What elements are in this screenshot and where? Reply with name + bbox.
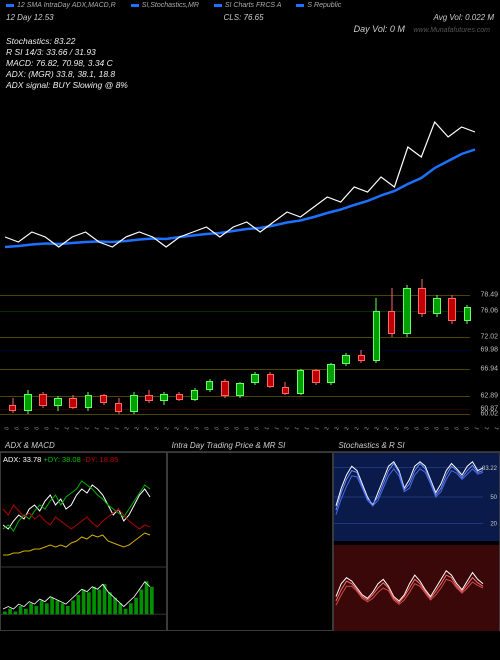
sp-intra-title: Intra Day Trading Price & MR SI <box>172 441 286 450</box>
legend-row: 12 SMA IntraDay ADX,MACD,R SI,Stochastic… <box>0 0 500 11</box>
ind-adx-signal: ADX signal: BUY Slowing @ 8% <box>6 80 494 91</box>
ind-macd: MACD: 76.82, 70.98, 3.34 C <box>6 58 494 69</box>
sub-left: 12 Day 12.53 <box>6 13 54 22</box>
indicator-block: Stochastics: 83.22 R SI 14/3: 33.66 / 31… <box>0 34 500 93</box>
avg-vol: Avg Vol: 0.022 M <box>434 13 494 22</box>
cls-value: CLS: 76.65 <box>224 13 264 22</box>
svg-text:50: 50 <box>491 495 498 501</box>
svg-text:83.22: 83.22 <box>482 466 498 472</box>
ind-rsi: R SI 14/3: 33.66 / 31.93 <box>6 47 494 58</box>
legend-1: 12 SMA IntraDay ADX,MACD,R <box>6 2 116 9</box>
subpanel-intraday: Intra Day Trading Price & MR SI <box>167 452 334 631</box>
legend-2: SI,Stochastics,MR <box>131 2 199 9</box>
pdy-val: +DY: 38.08 <box>43 455 80 464</box>
header-row: 12 Day 12.53 CLS: 76.65 Avg Vol: 0.022 M <box>0 11 500 24</box>
main-line-chart <box>0 97 500 272</box>
subpanel-stoch: Stochastics & R SI 205083.22 <box>333 452 500 631</box>
date-axis: 03 Sep04 Sep07 Sep08 Sep09 Sep10 Sep11 S… <box>0 427 500 437</box>
adx-val: ADX: 33.78 <box>3 455 41 464</box>
watermark: www.Munafafutures.com <box>413 27 490 34</box>
legend-4: S Republic <box>296 2 341 9</box>
svg-text:20: 20 <box>491 522 498 528</box>
ndy-val: -DY: 18.85 <box>83 455 118 464</box>
ind-adx: ADX: (MGR) 33.8, 38.1, 18.8 <box>6 69 494 80</box>
ind-stoch: Stochastics: 83.22 <box>6 36 494 47</box>
subpanels: ADX & MACD ADX: 33.78 +DY: 38.08 -DY: 18… <box>0 451 500 631</box>
legend-3: SI Charts FRCS A <box>214 2 282 9</box>
day-vol: Day Vol: 0 M <box>354 24 405 34</box>
subpanel-adx-macd: ADX & MACD ADX: 33.78 +DY: 38.08 -DY: 18… <box>0 452 167 631</box>
sp-stoch-title: Stochastics & R SI <box>338 441 404 450</box>
candle-chart: 78.4976.0672.0269.9866.9462.8960.8760.02 <box>0 272 500 427</box>
sp-adx-title: ADX & MACD <box>5 441 55 450</box>
